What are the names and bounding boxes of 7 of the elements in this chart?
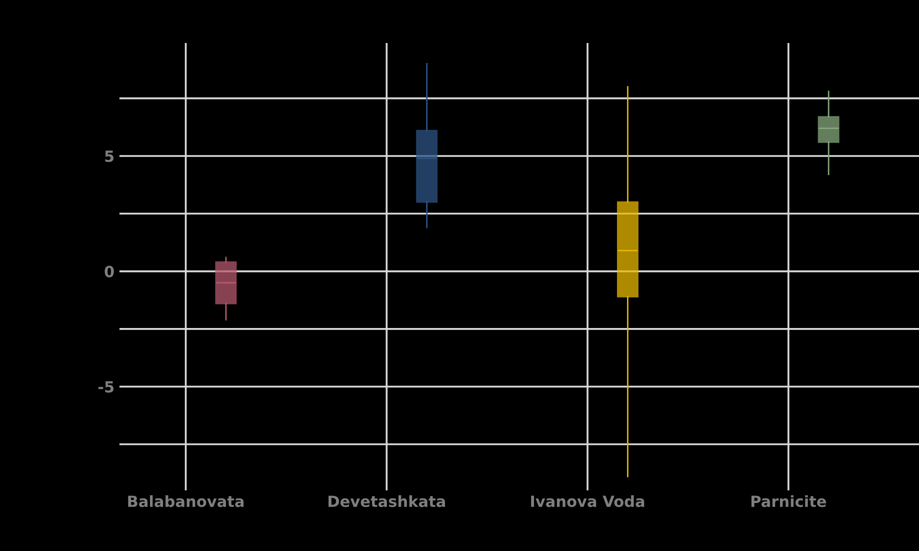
x-tick-label: Parnicite — [751, 495, 826, 508]
y-tick-label: 0 — [104, 266, 114, 278]
x-tick-label: Ivanova Voda — [531, 495, 644, 508]
x-tick-label: Devetashkata — [328, 495, 445, 508]
y-tick-label: -5 — [98, 381, 114, 393]
x-tick-label: Balabanovata — [128, 495, 244, 508]
y-tick-label: 5 — [105, 150, 114, 162]
